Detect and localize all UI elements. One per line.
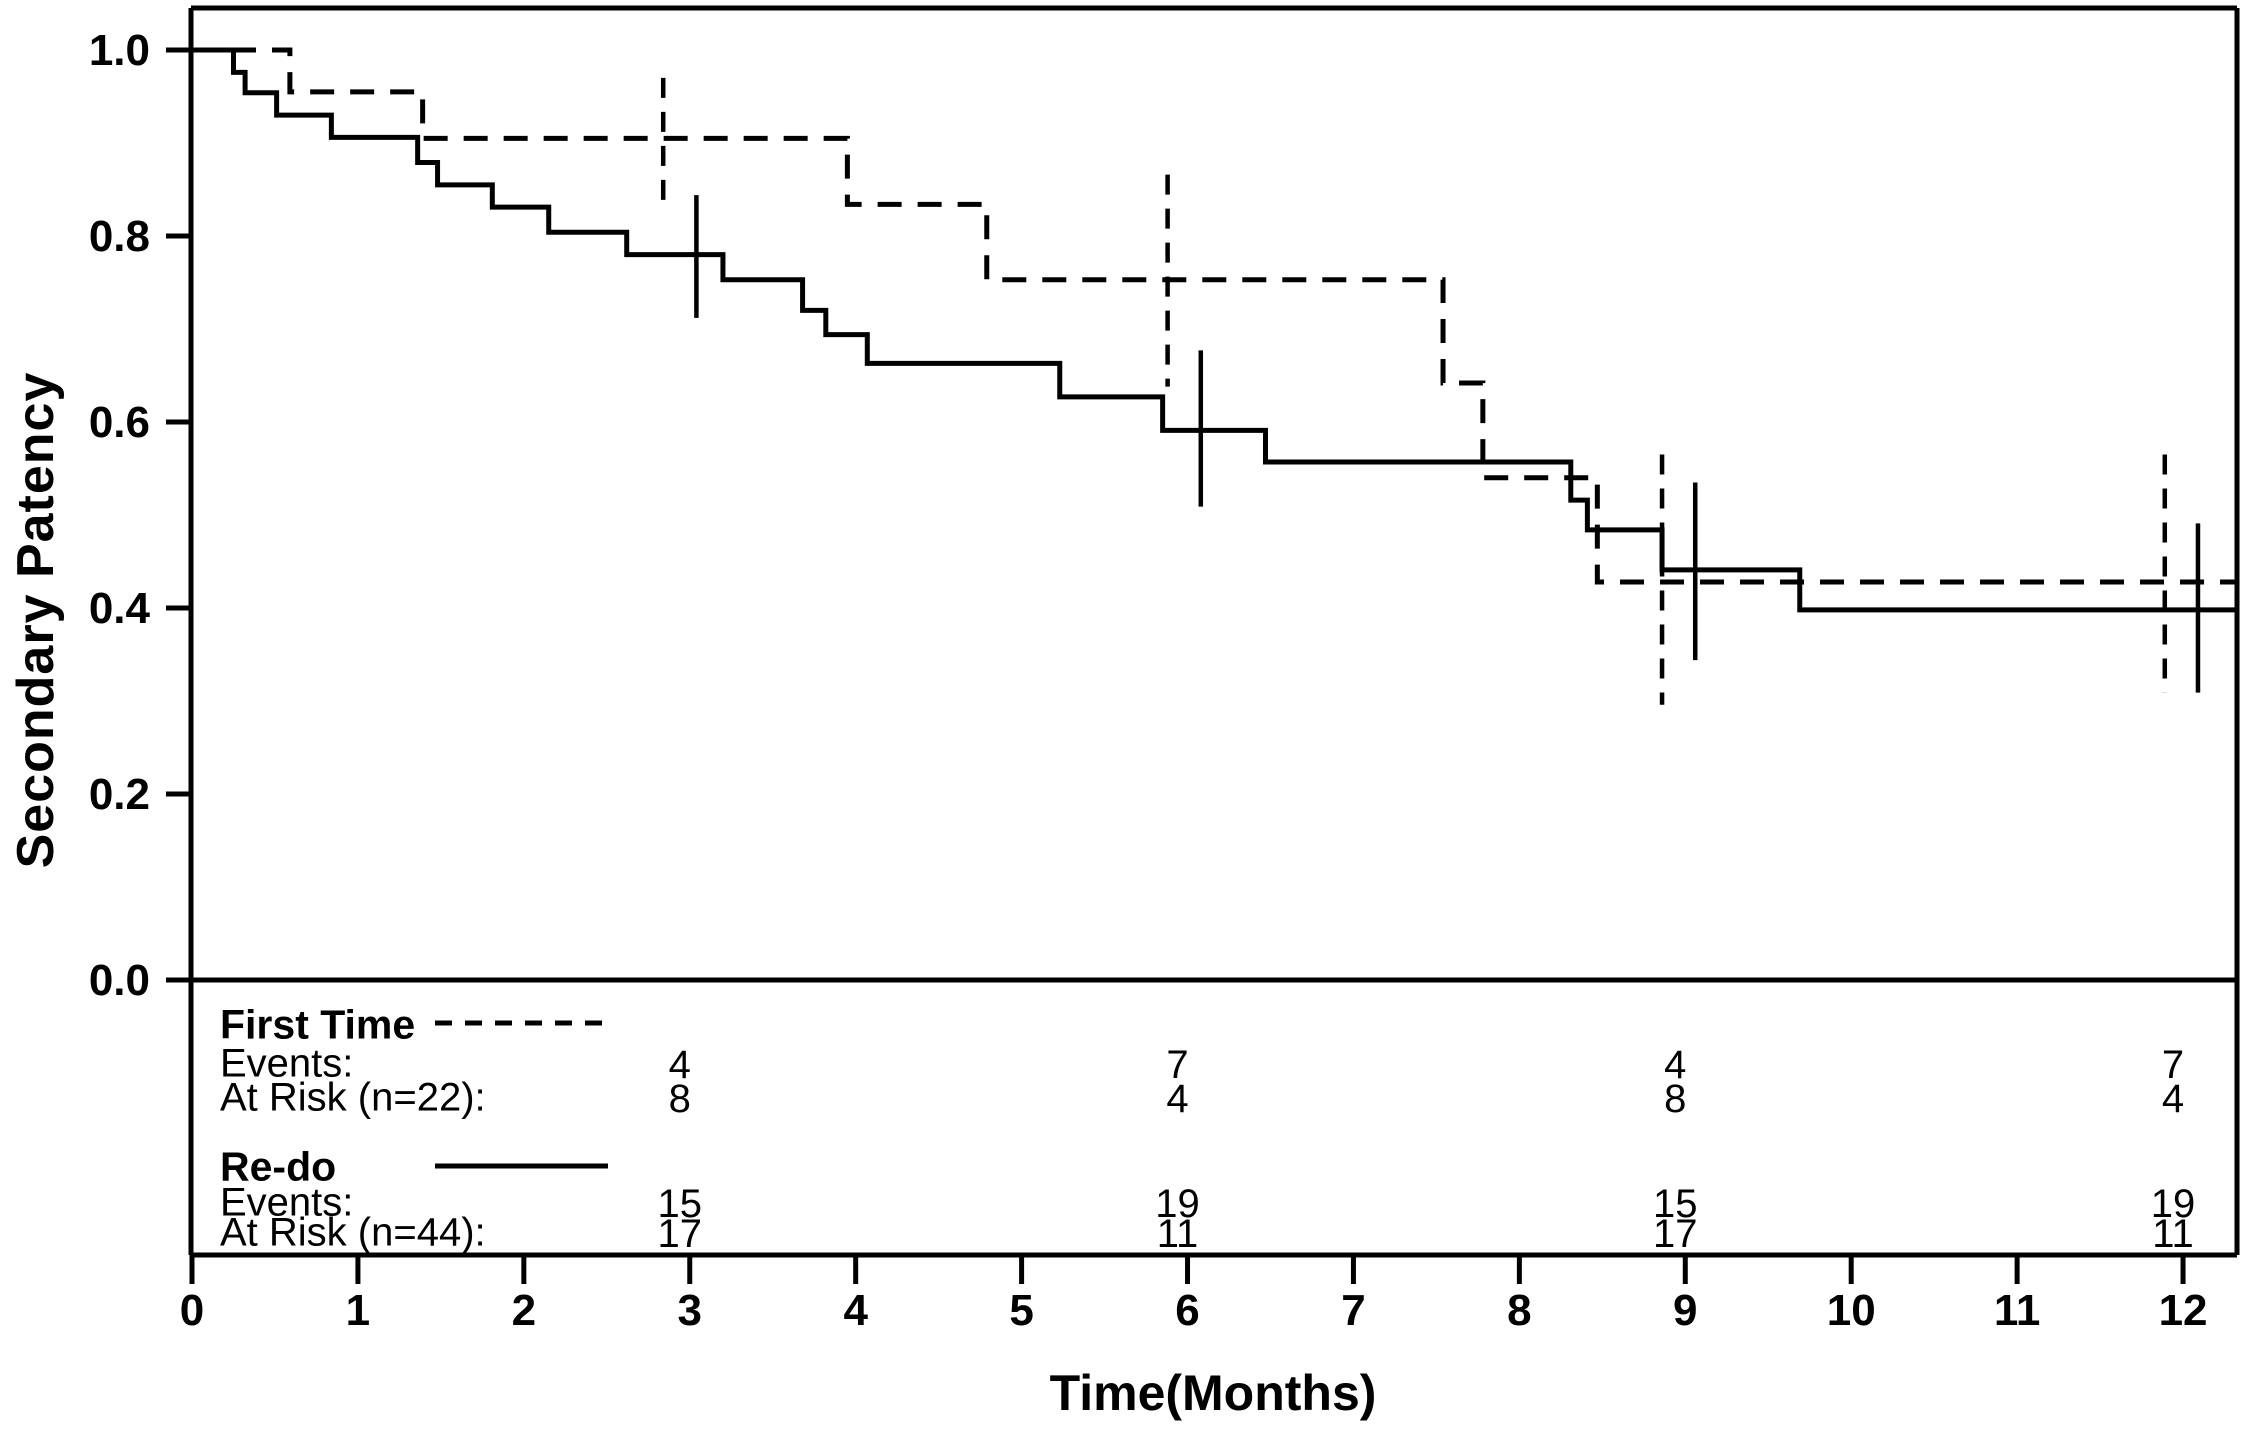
risk-table-value: 11 xyxy=(1157,1212,1199,1256)
risk-table-value: 8 xyxy=(1664,1077,1686,1121)
x-tick-label: 0 xyxy=(180,1286,204,1335)
legend-first-time-atrisk-label: At Risk (n=22): xyxy=(220,1075,486,1120)
x-tick-label: 6 xyxy=(1175,1286,1199,1335)
x-tick-label: 2 xyxy=(512,1286,536,1335)
risk-table-value: 4 xyxy=(1664,1043,1686,1087)
km-curve-first-time xyxy=(192,47,2238,585)
risk-table-value: 8 xyxy=(669,1077,691,1121)
risk-table-value: 15 xyxy=(1653,1182,1698,1226)
risk-table-value: 4 xyxy=(2162,1077,2184,1121)
risk-table-value: 15 xyxy=(658,1182,703,1226)
legend-redo-atrisk-label: At Risk (n=44): xyxy=(220,1210,486,1255)
x-tick-label: 11 xyxy=(1994,1286,2041,1335)
risk-table-value: 17 xyxy=(1653,1212,1698,1256)
y-tick-label: 0.2 xyxy=(89,770,150,819)
risk-table-value: 19 xyxy=(1155,1182,1200,1226)
risk-table-value: 17 xyxy=(658,1212,703,1256)
x-tick-label: 12 xyxy=(2159,1286,2208,1335)
risk-table-value: 4 xyxy=(1166,1077,1188,1121)
legend-first-time-label: First Time xyxy=(220,1001,416,1048)
y-tick-label: 0.6 xyxy=(89,398,150,447)
x-axis-title: Time(Months) xyxy=(1049,1365,1377,1421)
y-tick-label: 0.4 xyxy=(89,584,151,633)
x-tick-label: 10 xyxy=(1827,1286,1876,1335)
risk-table-value: 11 xyxy=(2152,1212,2194,1256)
y-tick-label: 1.0 xyxy=(89,26,150,75)
x-tick-label: 3 xyxy=(678,1286,702,1335)
y-axis-title: Secondary Patency xyxy=(7,371,65,869)
km-curve-redo xyxy=(192,47,2238,613)
x-tick-label: 8 xyxy=(1507,1286,1531,1335)
x-tick-label: 1 xyxy=(346,1286,370,1335)
risk-table-value: 4 xyxy=(669,1043,691,1087)
legend-redo-label: Re-do xyxy=(220,1143,337,1190)
legend-first-time-events-label: Events: xyxy=(220,1041,354,1086)
risk-table-value: 7 xyxy=(1166,1043,1188,1087)
legend-redo-events-label: Events: xyxy=(220,1180,354,1225)
x-tick-label: 7 xyxy=(1341,1286,1365,1335)
x-tick-label: 5 xyxy=(1009,1286,1033,1335)
y-tick-label: 0.8 xyxy=(89,212,150,261)
risk-table-value: 7 xyxy=(2162,1043,2184,1087)
risk-table-value: 19 xyxy=(2151,1182,2196,1226)
y-tick-label: 0.0 xyxy=(89,956,150,1005)
x-tick-label: 9 xyxy=(1673,1286,1697,1335)
x-tick-label: 4 xyxy=(843,1286,868,1335)
